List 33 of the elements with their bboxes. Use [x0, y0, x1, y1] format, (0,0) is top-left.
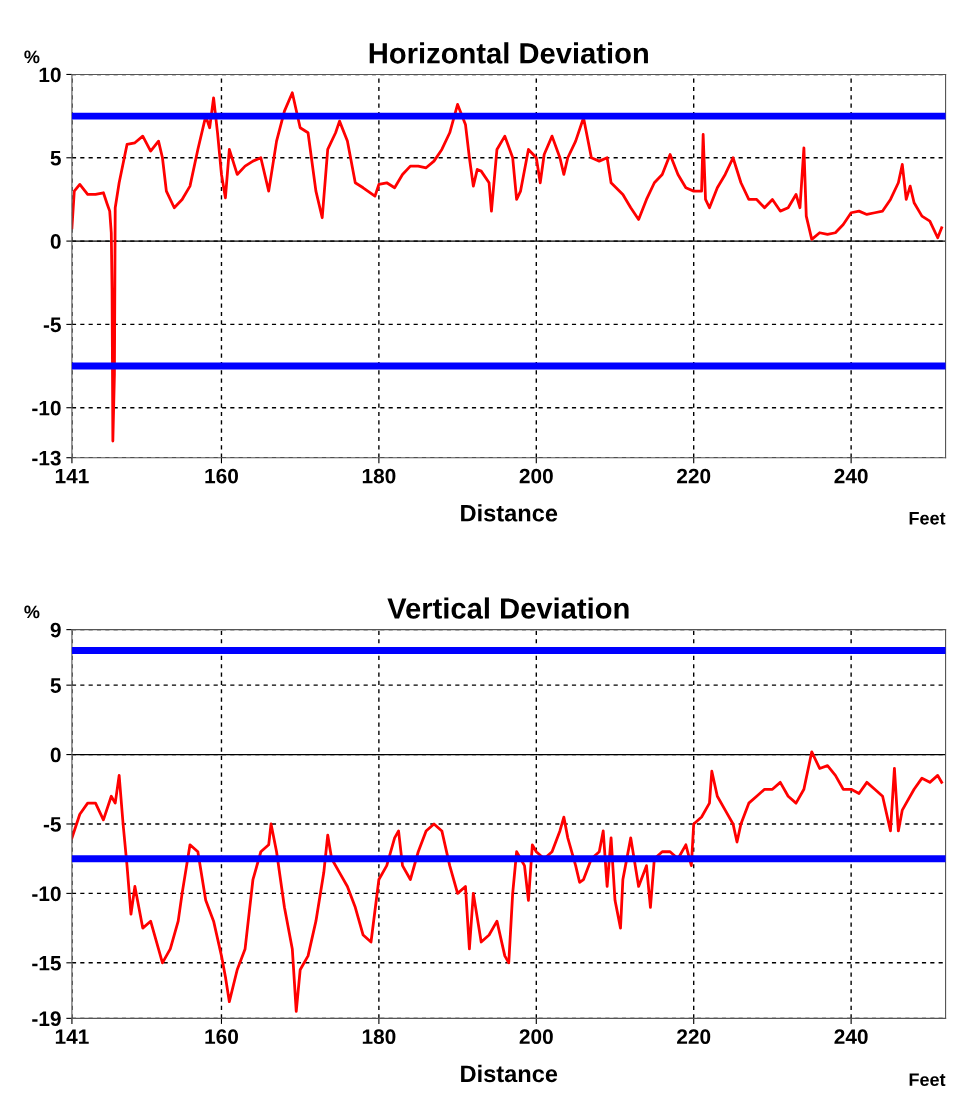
y-axis-title: % — [24, 50, 40, 64]
text: Feet — [909, 512, 946, 525]
x-tick-label: 141 — [55, 468, 89, 484]
y-tick-label: -5 — [43, 817, 61, 832]
x-tick-label: 200 — [519, 1029, 553, 1045]
y-tick-label: -10 — [32, 400, 61, 416]
y-tick-label: -19 — [32, 1011, 61, 1027]
x-tick-label: 180 — [362, 1029, 396, 1045]
x-tick-label: 141 — [55, 1029, 89, 1044]
y-tick-label: -10 — [32, 886, 61, 902]
x-tick-label: 240 — [834, 468, 868, 484]
chart-title: Vertical Deviation — [387, 597, 629, 619]
y-tick-label: 5 — [50, 678, 61, 693]
x-tick-label: 220 — [677, 1029, 711, 1045]
y-tick-label: 10 — [39, 67, 61, 83]
chart-title: Horizontal Deviation — [369, 42, 648, 64]
x-tick-label: 160 — [205, 1029, 238, 1045]
y-tick-label: 0 — [50, 234, 61, 249]
x-tick-label: 200 — [519, 468, 553, 484]
x-tick-label: 220 — [677, 468, 711, 484]
text: Feet — [909, 1073, 946, 1087]
y-tick-label: 0 — [50, 747, 61, 763]
y-tick-label: 5 — [50, 150, 61, 166]
x-tick-label: 160 — [205, 468, 238, 484]
x-tick-label: 180 — [362, 468, 396, 484]
x-axis-title: Distance — [461, 504, 558, 522]
y-axis-title: % — [24, 605, 40, 619]
x-axis-title: Distance — [461, 1064, 558, 1083]
y-tick-label: -13 — [32, 450, 61, 466]
y-tick-label: 9 — [50, 622, 61, 638]
y-tick-label: -15 — [32, 956, 61, 971]
x-tick-label: 240 — [834, 1029, 868, 1045]
y-tick-label: -5 — [43, 317, 61, 333]
